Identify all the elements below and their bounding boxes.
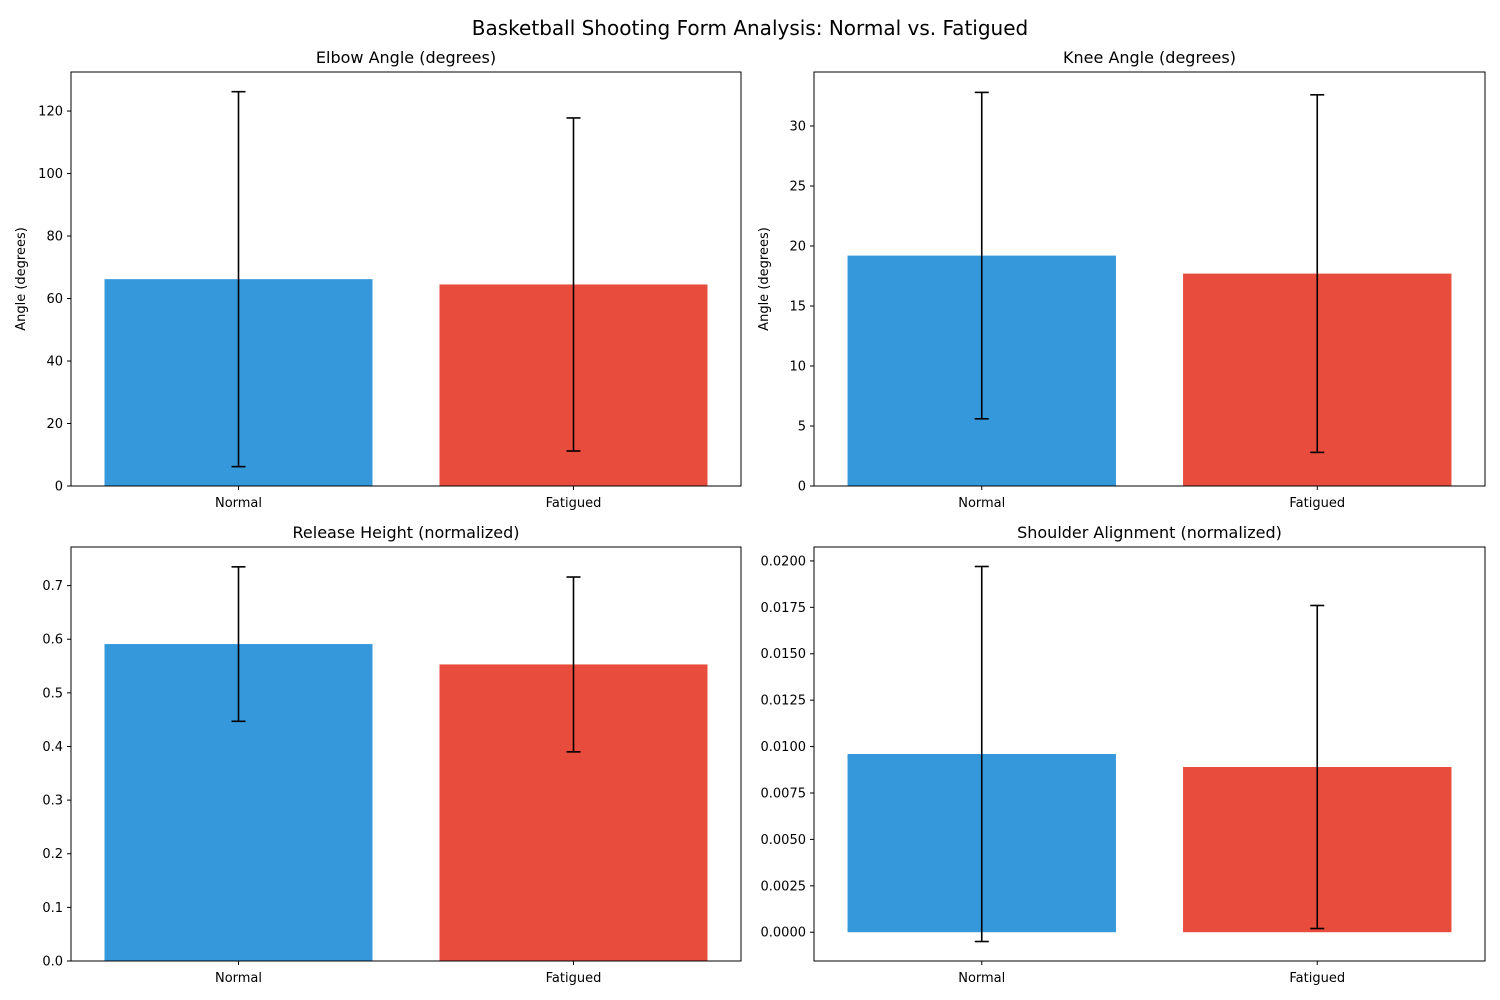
knee-angle-panel: Knee Angle (degrees) 0 5 10 15 20 25 30 Normal Fa… bbox=[757, 48, 1486, 511]
elbow-angle-errorbar-fatigued bbox=[566, 117, 581, 452]
knee-angle-ytick-label: 10 bbox=[789, 360, 806, 375]
elbow-angle-ytick-label: 80 bbox=[46, 230, 63, 245]
shoulder-alignment-ytick-label: 0.0050 bbox=[761, 833, 807, 848]
shoulder-alignment-ytick-label: 0.0125 bbox=[761, 694, 807, 709]
elbow-angle-ytick-label: 60 bbox=[46, 292, 63, 307]
release-height-xtick-label: Normal bbox=[215, 971, 262, 986]
elbow-angle-ytick-label: 120 bbox=[38, 105, 63, 120]
elbow-angle-ytick-label: 100 bbox=[38, 167, 63, 182]
elbow-angle-errorbar-normal bbox=[231, 90, 246, 468]
elbow-angle-ytick-label: 20 bbox=[46, 417, 63, 432]
knee-angle-errorbar-normal bbox=[974, 91, 989, 420]
release-height-ytick-label: 0.0 bbox=[42, 955, 63, 970]
release-height-title: Release Height (normalized) bbox=[293, 523, 520, 542]
release-height-ytick-label: 0.7 bbox=[42, 579, 63, 594]
elbow-angle-xtick-label: Normal bbox=[215, 496, 262, 511]
shoulder-alignment-panel: Shoulder Alignment (normalized) 0.0000 0.0… bbox=[761, 523, 1486, 986]
knee-angle-ytick-label: 20 bbox=[789, 240, 806, 255]
shoulder-alignment-errorbar-normal bbox=[974, 565, 989, 943]
knee-angle-ylabel: Angle (degrees) bbox=[757, 227, 772, 331]
release-height-panel: Release Height (normalized) 0.0 0.1 0.2 0.3 0… bbox=[42, 523, 742, 986]
shoulder-alignment-ytick-label: 0.0100 bbox=[761, 740, 807, 755]
knee-angle-ytick-label: 15 bbox=[789, 300, 806, 315]
shoulder-alignment-xtick-label: Fatigued bbox=[1289, 971, 1345, 986]
release-height-ytick-label: 0.4 bbox=[42, 740, 63, 755]
elbow-angle-xtick-label: Fatigued bbox=[546, 496, 602, 511]
release-height-errorbar-fatigued bbox=[566, 576, 581, 753]
shoulder-alignment-ytick-label: 0.0075 bbox=[761, 786, 807, 801]
elbow-angle-ylabel: Angle (degrees) bbox=[14, 227, 29, 331]
shoulder-alignment-ytick-label: 0.0175 bbox=[761, 601, 807, 616]
knee-angle-ytick-label: 25 bbox=[789, 180, 806, 195]
release-height-ytick-label: 0.2 bbox=[42, 847, 63, 862]
release-height-xtick-label: Fatigued bbox=[546, 971, 602, 986]
elbow-angle-ytick-label: 40 bbox=[46, 355, 63, 370]
elbow-angle-frame bbox=[70, 71, 742, 487]
elbow-angle-panel: Elbow Angle (degrees) 0 20 40 60 80 100 120 Norm… bbox=[14, 48, 742, 511]
elbow-angle-ytick-label: 0 bbox=[55, 480, 63, 495]
knee-angle-xtick-label: Normal bbox=[958, 496, 1005, 511]
release-height-ytick-label: 0.5 bbox=[42, 686, 63, 701]
shoulder-alignment-ytick-label: 0.0150 bbox=[761, 647, 807, 662]
shoulder-alignment-title: Shoulder Alignment (normalized) bbox=[1017, 523, 1282, 542]
release-height-ytick-label: 0.3 bbox=[42, 794, 63, 809]
shoulder-alignment-ytick-label: 0.0025 bbox=[761, 879, 807, 894]
knee-angle-ytick-label: 0 bbox=[798, 480, 806, 495]
shoulder-alignment-frame bbox=[813, 546, 1486, 962]
knee-angle-xtick-label: Fatigued bbox=[1289, 496, 1345, 511]
panels: Elbow Angle (degrees)020406080100120Norm… bbox=[14, 48, 1486, 986]
knee-angle-ytick-label: 5 bbox=[798, 420, 806, 435]
shoulder-alignment-ytick-label: 0.0000 bbox=[761, 926, 807, 941]
release-height-frame bbox=[70, 546, 742, 962]
elbow-angle-title: Elbow Angle (degrees) bbox=[316, 48, 496, 67]
shoulder-alignment-errorbar-fatigued bbox=[1310, 604, 1325, 930]
shoulder-alignment-ytick-label: 0.0200 bbox=[761, 554, 807, 569]
release-height-ytick-label: 0.1 bbox=[42, 901, 63, 916]
knee-angle-errorbar-fatigued bbox=[1310, 94, 1325, 454]
knee-angle-frame bbox=[813, 71, 1486, 487]
knee-angle-title: Knee Angle (degrees) bbox=[1063, 48, 1236, 67]
release-height-ytick-label: 0.6 bbox=[42, 633, 63, 648]
release-height-errorbar-normal bbox=[231, 566, 246, 723]
knee-angle-ytick-label: 30 bbox=[789, 120, 806, 135]
figure-title: Basketball Shooting Form Analysis: Norma… bbox=[472, 16, 1028, 40]
shoulder-alignment-xtick-label: Normal bbox=[958, 971, 1005, 986]
